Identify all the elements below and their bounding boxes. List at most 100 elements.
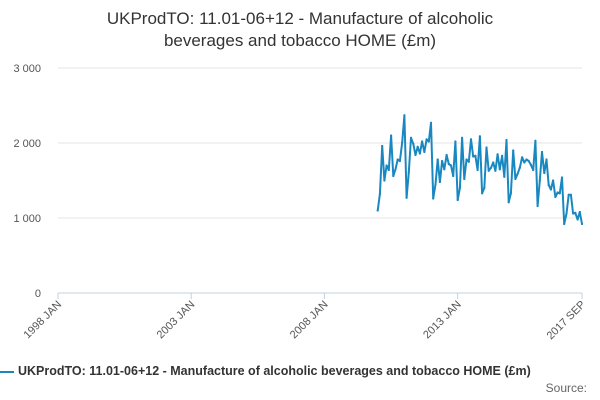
data-point[interactable] bbox=[507, 201, 510, 204]
data-point[interactable] bbox=[534, 139, 537, 142]
data-point[interactable] bbox=[563, 222, 566, 226]
data-point[interactable] bbox=[416, 145, 419, 148]
data-point[interactable] bbox=[456, 198, 459, 202]
data-point[interactable] bbox=[398, 159, 401, 163]
data-point[interactable] bbox=[376, 209, 379, 212]
data-point[interactable] bbox=[552, 179, 555, 182]
data-point[interactable] bbox=[540, 150, 544, 154]
data-point[interactable] bbox=[514, 177, 517, 181]
data-point[interactable] bbox=[536, 204, 539, 208]
data-point[interactable] bbox=[381, 144, 384, 148]
data-point[interactable] bbox=[458, 186, 461, 190]
data-point[interactable] bbox=[569, 193, 573, 196]
data-point[interactable] bbox=[498, 168, 501, 171]
data-point[interactable] bbox=[392, 174, 395, 178]
series-line bbox=[376, 114, 583, 225]
data-point[interactable] bbox=[469, 138, 473, 141]
data-point[interactable] bbox=[429, 121, 433, 124]
data-point[interactable] bbox=[396, 158, 399, 161]
chart-title: UKProdTO: 11.01-06+12 - Manufacture of a… bbox=[0, 8, 600, 52]
data-point[interactable] bbox=[545, 158, 548, 161]
data-point[interactable] bbox=[436, 158, 439, 161]
data-point[interactable] bbox=[407, 171, 410, 174]
data-point[interactable] bbox=[556, 191, 559, 194]
data-point[interactable] bbox=[574, 211, 577, 214]
data-point[interactable] bbox=[409, 136, 413, 139]
data-point[interactable] bbox=[418, 152, 421, 155]
data-point[interactable] bbox=[474, 154, 477, 157]
data-point[interactable] bbox=[521, 156, 524, 159]
data-point[interactable] bbox=[390, 134, 393, 137]
data-point[interactable] bbox=[454, 140, 457, 143]
data-point[interactable] bbox=[472, 155, 475, 158]
data-point[interactable] bbox=[394, 168, 397, 171]
data-point[interactable] bbox=[434, 183, 437, 186]
y-tick-label: 1 000 bbox=[13, 213, 41, 225]
data-point[interactable] bbox=[527, 159, 530, 163]
data-point[interactable] bbox=[547, 183, 550, 187]
data-point[interactable] bbox=[483, 186, 486, 190]
data-point[interactable] bbox=[378, 192, 381, 196]
data-point[interactable] bbox=[565, 212, 568, 215]
data-point[interactable] bbox=[387, 168, 390, 172]
data-point[interactable] bbox=[449, 164, 453, 167]
data-point[interactable] bbox=[558, 192, 561, 195]
data-point[interactable] bbox=[421, 140, 424, 143]
data-point[interactable] bbox=[463, 177, 466, 181]
data-point[interactable] bbox=[516, 172, 519, 175]
chart-title-line2: beverages and tobacco HOME (£m) bbox=[163, 31, 437, 50]
data-point[interactable] bbox=[447, 162, 450, 166]
data-point[interactable] bbox=[518, 166, 521, 169]
data-point[interactable] bbox=[478, 135, 481, 138]
data-point[interactable] bbox=[465, 158, 468, 161]
data-point[interactable] bbox=[452, 174, 455, 178]
data-point[interactable] bbox=[532, 168, 535, 172]
data-point[interactable] bbox=[385, 164, 388, 167]
data-point[interactable] bbox=[580, 222, 584, 226]
data-point[interactable] bbox=[509, 192, 512, 195]
data-point[interactable] bbox=[525, 158, 528, 161]
data-point[interactable] bbox=[538, 179, 541, 182]
data-point[interactable] bbox=[405, 196, 408, 199]
data-point[interactable] bbox=[427, 140, 430, 143]
data-point[interactable] bbox=[487, 169, 490, 172]
data-point[interactable] bbox=[492, 161, 495, 164]
data-point[interactable] bbox=[412, 142, 415, 145]
data-point[interactable] bbox=[485, 146, 488, 149]
data-point[interactable] bbox=[549, 188, 553, 191]
data-point[interactable] bbox=[554, 195, 557, 199]
data-point[interactable] bbox=[476, 168, 479, 172]
data-point[interactable] bbox=[443, 168, 446, 171]
data-point[interactable] bbox=[445, 153, 448, 157]
data-point[interactable] bbox=[529, 163, 533, 166]
data-point[interactable] bbox=[489, 166, 493, 169]
legend[interactable]: UKProdTO: 11.01-06+12 - Manufacture of a… bbox=[0, 364, 531, 378]
grid-layer bbox=[58, 67, 582, 294]
data-point[interactable] bbox=[578, 210, 581, 214]
data-point[interactable] bbox=[572, 212, 575, 215]
data-point[interactable] bbox=[501, 154, 504, 157]
x-tick-label: 2003 JAN bbox=[155, 299, 198, 342]
data-point[interactable] bbox=[441, 159, 444, 163]
data-point[interactable] bbox=[503, 175, 506, 178]
data-point[interactable] bbox=[423, 150, 426, 154]
data-point[interactable] bbox=[567, 193, 570, 196]
data-point[interactable] bbox=[543, 171, 546, 175]
data-point[interactable] bbox=[403, 114, 406, 117]
data-point[interactable] bbox=[560, 176, 564, 179]
data-point[interactable] bbox=[383, 179, 386, 182]
data-point[interactable] bbox=[438, 180, 441, 184]
data-point[interactable] bbox=[467, 160, 470, 163]
data-point[interactable] bbox=[481, 192, 484, 195]
data-point[interactable] bbox=[505, 138, 508, 142]
data-point[interactable] bbox=[496, 153, 499, 156]
data-point[interactable] bbox=[401, 141, 404, 144]
data-point[interactable] bbox=[461, 136, 464, 139]
data-point[interactable] bbox=[425, 138, 428, 141]
data-point[interactable] bbox=[414, 153, 417, 157]
data-point[interactable] bbox=[494, 169, 497, 172]
data-point[interactable] bbox=[576, 218, 579, 221]
data-point[interactable] bbox=[523, 161, 526, 164]
data-point[interactable] bbox=[512, 149, 515, 152]
data-point[interactable] bbox=[432, 197, 435, 200]
